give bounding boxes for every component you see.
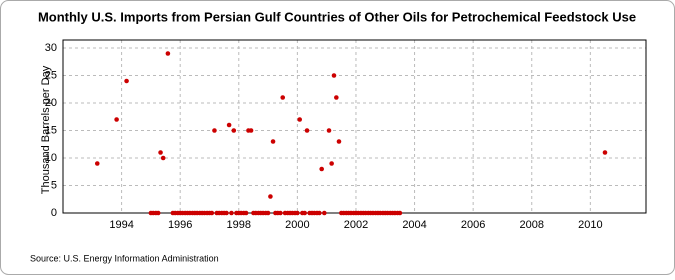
x-tick-label: 2006 bbox=[461, 219, 485, 231]
point bbox=[231, 128, 237, 133]
point bbox=[212, 128, 217, 133]
point bbox=[295, 210, 300, 216]
point bbox=[124, 78, 129, 84]
point bbox=[268, 194, 273, 199]
source: Source: U.S. Energy Information Administ… bbox=[30, 253, 219, 263]
point bbox=[297, 117, 303, 122]
point bbox=[165, 51, 171, 56]
point bbox=[334, 95, 339, 100]
x-tick-label: 2000 bbox=[285, 219, 309, 231]
point bbox=[336, 139, 342, 144]
point bbox=[94, 161, 100, 166]
point bbox=[397, 210, 403, 216]
point bbox=[270, 139, 276, 144]
x-tick-label: 1996 bbox=[168, 219, 192, 231]
point bbox=[304, 128, 310, 133]
point bbox=[331, 73, 337, 78]
chart-title: Monthly U.S. Imports from Persian Gulf C… bbox=[38, 9, 636, 24]
point bbox=[229, 210, 234, 216]
y-tick-label: 20 bbox=[45, 97, 57, 109]
x-tick-label: 2010 bbox=[578, 219, 602, 231]
point bbox=[226, 122, 232, 128]
point bbox=[209, 210, 215, 216]
point bbox=[160, 155, 166, 161]
point bbox=[317, 210, 322, 216]
y-tick-label: 5 bbox=[51, 179, 57, 191]
point bbox=[602, 150, 608, 155]
point bbox=[326, 128, 332, 133]
y-tick-label: 25 bbox=[45, 69, 57, 81]
point bbox=[265, 210, 271, 216]
point bbox=[329, 161, 334, 166]
y-tick-label: 30 bbox=[45, 42, 57, 54]
point bbox=[114, 117, 119, 122]
point bbox=[322, 210, 327, 216]
point bbox=[248, 128, 254, 133]
point bbox=[278, 210, 283, 216]
point bbox=[158, 150, 163, 155]
point bbox=[243, 210, 249, 216]
x-tick-label: 2002 bbox=[344, 219, 368, 231]
y-tick-label: 10 bbox=[45, 152, 57, 164]
y-tick-label: 0 bbox=[51, 207, 57, 219]
x-tick-label: 2008 bbox=[520, 219, 544, 231]
point bbox=[302, 210, 307, 216]
point bbox=[280, 95, 286, 100]
y-axis-label: Thousand Barrels per Day bbox=[40, 65, 52, 194]
x-tick-label: 1998 bbox=[227, 219, 251, 231]
point bbox=[155, 210, 161, 216]
point bbox=[319, 166, 324, 172]
x-tick-label: 2004 bbox=[402, 219, 426, 231]
y-tick-label: 15 bbox=[45, 124, 57, 136]
point bbox=[224, 210, 229, 216]
x-tick-label: 1994 bbox=[109, 219, 133, 231]
